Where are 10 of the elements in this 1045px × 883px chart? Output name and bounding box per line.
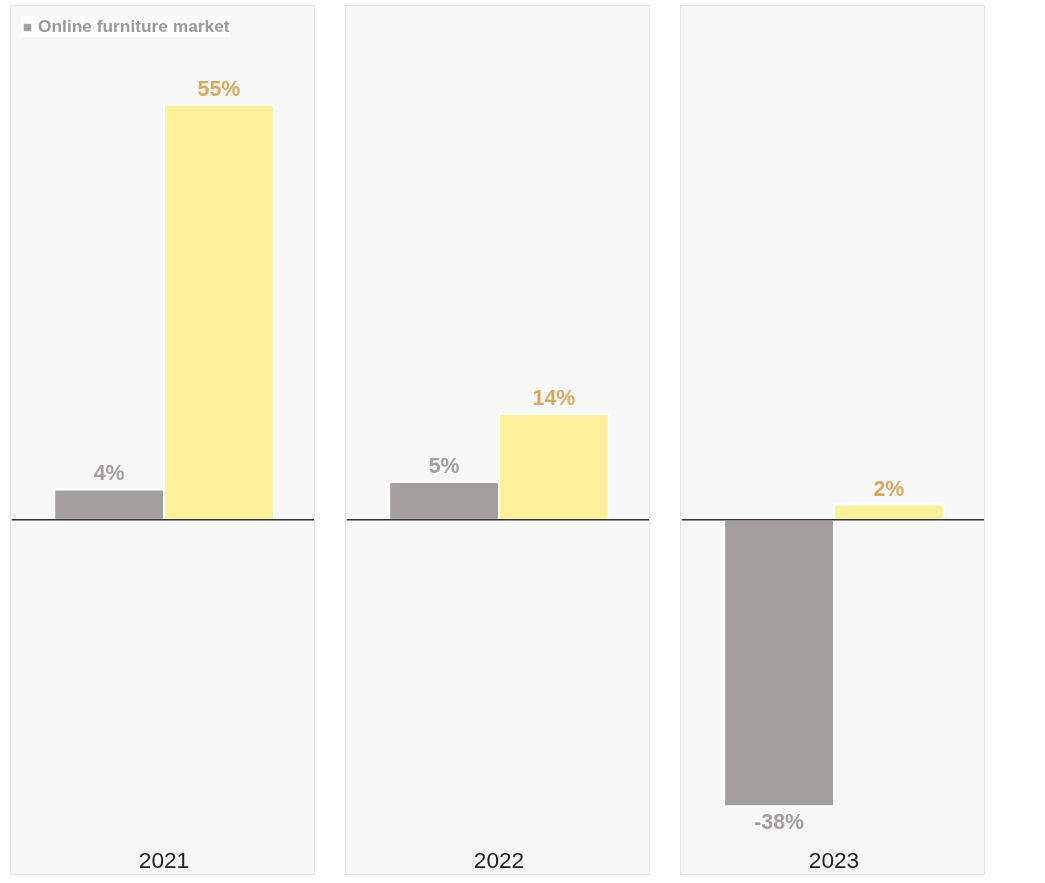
data-label: 4% [93,461,125,486]
data-label: -38% [754,810,805,835]
data-label: 55% [197,76,241,101]
legend-label: Online furniture market [38,16,230,37]
x-tick-label: 2023 [808,846,860,873]
data-label: 2% [873,476,905,501]
data-label: 14% [532,386,576,411]
x-tick-label: 2022 [473,846,525,873]
data-label: 5% [428,453,460,478]
x-tick-label: 2021 [138,846,190,873]
